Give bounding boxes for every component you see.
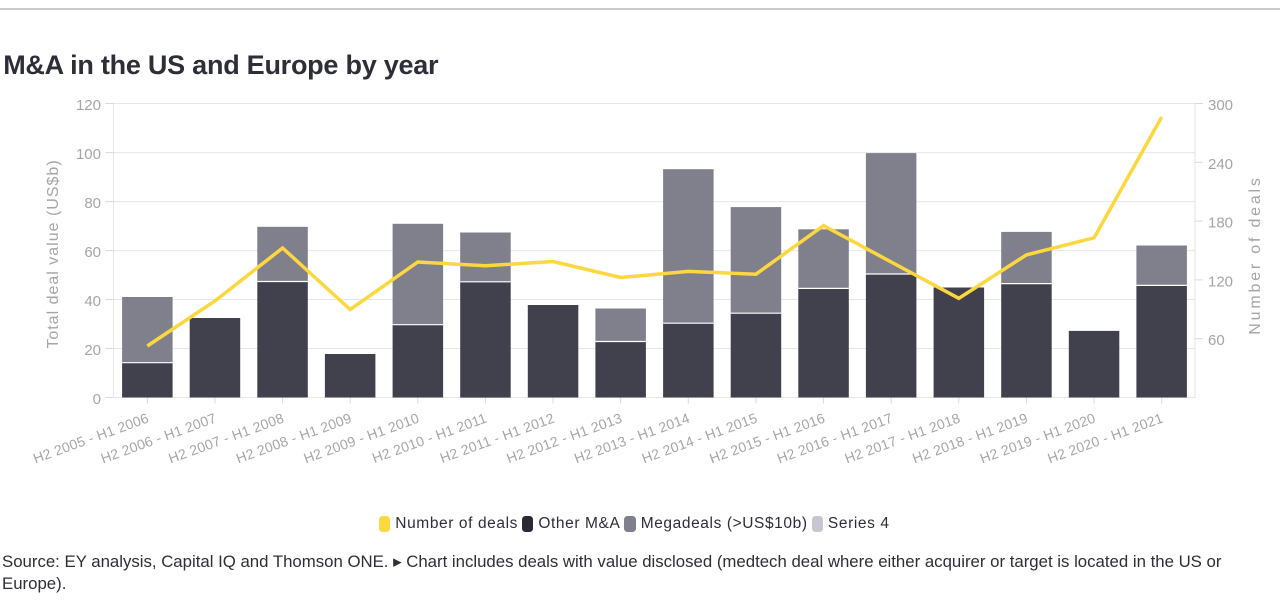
svg-text:240: 240 bbox=[1208, 156, 1233, 173]
svg-text:Number of deals: Number of deals bbox=[1247, 175, 1264, 334]
svg-text:180: 180 bbox=[1208, 215, 1233, 232]
svg-text:20: 20 bbox=[84, 342, 101, 359]
svg-text:0: 0 bbox=[93, 391, 101, 408]
svg-text:40: 40 bbox=[84, 293, 101, 310]
svg-text:80: 80 bbox=[84, 195, 101, 212]
svg-text:300: 300 bbox=[1208, 97, 1233, 114]
svg-text:120: 120 bbox=[1208, 273, 1233, 290]
svg-text:120: 120 bbox=[76, 97, 101, 114]
svg-text:100: 100 bbox=[76, 146, 101, 163]
svg-text:Total deal value (US$b): Total deal value (US$b) bbox=[45, 159, 62, 348]
svg-text:H2 2020 - H1 2021: H2 2020 - H1 2021 bbox=[1045, 410, 1165, 467]
svg-text:60: 60 bbox=[1208, 332, 1225, 349]
svg-text:60: 60 bbox=[84, 244, 101, 261]
